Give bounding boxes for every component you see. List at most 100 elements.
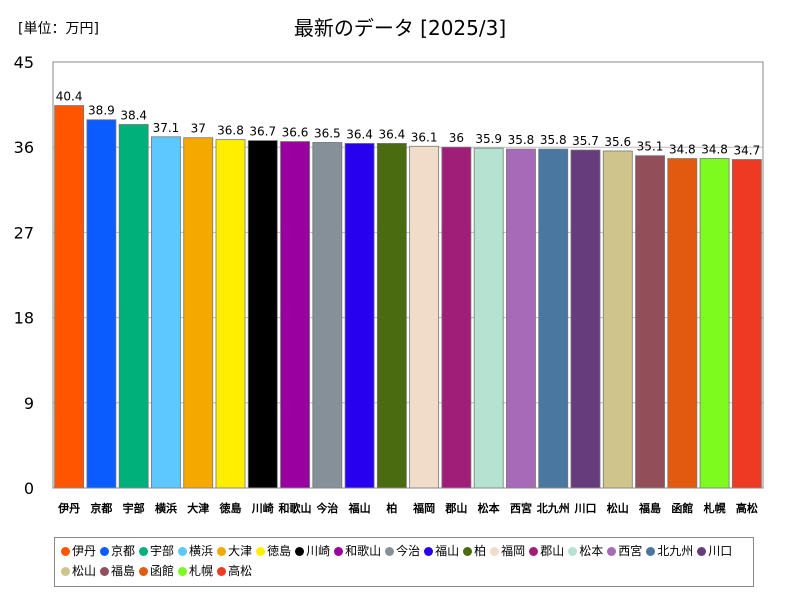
bar bbox=[667, 158, 698, 489]
x-tick-label: 伊丹 bbox=[57, 501, 80, 515]
legend-label: 大津 bbox=[228, 544, 253, 558]
bar bbox=[376, 143, 407, 489]
y-tick-label: 9 bbox=[24, 394, 34, 413]
legend-item: 函館 bbox=[139, 561, 174, 581]
legend-item: 川崎 bbox=[295, 541, 330, 561]
legend-swatch bbox=[385, 547, 395, 556]
x-tick-label: 川崎 bbox=[251, 501, 274, 515]
data-label: 36 bbox=[449, 131, 464, 145]
legend-item: 郡山 bbox=[529, 541, 564, 561]
legend-label: 北九州 bbox=[657, 544, 694, 558]
legend-swatch bbox=[178, 567, 188, 576]
legend-swatch bbox=[217, 547, 227, 556]
data-label: 35.9 bbox=[475, 132, 502, 146]
bar bbox=[635, 155, 665, 489]
legend-label: 宇部 bbox=[150, 544, 175, 558]
x-tick-label: 高松 bbox=[736, 501, 758, 515]
legend-swatch bbox=[334, 547, 344, 556]
legend-item: 和歌山 bbox=[334, 541, 381, 561]
bar bbox=[699, 158, 730, 489]
legend-swatch bbox=[529, 547, 539, 556]
bar bbox=[54, 105, 85, 489]
legend-item: 北九州 bbox=[646, 541, 693, 561]
data-label: 35.6 bbox=[604, 135, 631, 149]
bar bbox=[473, 147, 504, 489]
legend-item: 伊丹 bbox=[61, 541, 96, 561]
legend-item: 福岡 bbox=[490, 541, 525, 561]
data-label: 34.8 bbox=[669, 143, 696, 157]
y-tick-label: 27 bbox=[14, 223, 34, 242]
legend-swatch bbox=[178, 547, 188, 556]
legend-label: 柏 bbox=[474, 544, 487, 558]
x-axis-ticks: 伊丹 京都 宇部 横浜 大津 徳島 川崎 和歌山 今治 福山 柏 福岡 郡山 松本 西宮 北九州 川口 松山 福島函… bbox=[57, 501, 758, 515]
legend-swatch bbox=[646, 547, 656, 556]
legend-item: 札幌 bbox=[178, 561, 213, 581]
x-tick-label: 和歌山 bbox=[279, 501, 312, 515]
legend-item: 京都 bbox=[100, 541, 135, 561]
data-label: 35.8 bbox=[508, 133, 535, 147]
bar bbox=[344, 143, 375, 489]
bar bbox=[312, 142, 343, 489]
legend-swatch bbox=[568, 547, 578, 556]
legend-item: 横浜 bbox=[178, 541, 213, 561]
chart-title: 最新のデータ [2025/3] bbox=[293, 16, 507, 40]
data-label: 34.7 bbox=[734, 144, 761, 158]
legend-label: 西宮 bbox=[618, 544, 643, 558]
data-label: 35.7 bbox=[572, 134, 599, 148]
x-tick-label: 大津 bbox=[187, 501, 209, 515]
bar bbox=[183, 137, 214, 489]
plot-frame bbox=[52, 61, 764, 489]
legend-label: 徳島 bbox=[267, 544, 292, 558]
data-label: 36.4 bbox=[346, 127, 373, 141]
legend-item: 松本 bbox=[568, 541, 603, 561]
legend-swatch bbox=[607, 547, 617, 556]
legend-swatch bbox=[490, 547, 500, 556]
legend-swatch bbox=[61, 567, 70, 576]
legend-swatch bbox=[217, 567, 227, 576]
x-tick-label: 郡山 bbox=[444, 501, 467, 515]
data-label: 36.1 bbox=[411, 130, 438, 144]
legend-swatch bbox=[697, 547, 707, 556]
bar bbox=[247, 140, 278, 489]
legend-label: 伊丹 bbox=[72, 544, 97, 558]
data-label: 34.8 bbox=[701, 143, 728, 157]
legend-item: 福島 bbox=[100, 561, 135, 581]
legend-label: 函館 bbox=[150, 564, 175, 578]
legend-item: 柏 bbox=[463, 541, 486, 561]
bar bbox=[118, 124, 149, 489]
x-tick-label: 川口 bbox=[574, 502, 597, 515]
legend-swatch bbox=[139, 567, 149, 576]
x-tick-label: 徳島 bbox=[219, 501, 242, 515]
x-tick-label: 福山 bbox=[348, 501, 371, 515]
x-tick-label: 京都 bbox=[90, 501, 112, 515]
data-label: 38.4 bbox=[120, 108, 147, 122]
legend-swatch bbox=[100, 547, 110, 556]
bars bbox=[54, 105, 762, 489]
bar bbox=[409, 145, 440, 489]
data-label: 37 bbox=[191, 122, 206, 136]
data-label: 36.6 bbox=[282, 126, 309, 140]
legend-label: 福島 bbox=[111, 564, 136, 578]
legend-item: 徳島 bbox=[256, 541, 291, 561]
legend-swatch bbox=[256, 547, 266, 556]
legend-item: 松山 bbox=[61, 561, 96, 581]
legend-label: 京都 bbox=[111, 544, 136, 558]
bar bbox=[731, 159, 762, 489]
legend-label: 今治 bbox=[396, 544, 421, 558]
data-label: 40.4 bbox=[56, 90, 83, 104]
unit-label: [単位：万円] bbox=[18, 21, 99, 37]
legend-item: 宇部 bbox=[139, 541, 174, 561]
legend-item: 川口 bbox=[697, 541, 732, 561]
x-tick-label: 北九州 bbox=[537, 501, 570, 515]
data-label: 37.1 bbox=[153, 121, 180, 135]
legend-label: 松本 bbox=[579, 544, 604, 558]
legend-swatch bbox=[100, 567, 110, 576]
bar bbox=[86, 119, 117, 489]
bar-chart: 0 9 18 27 36 45 伊丹 京都 宇部 横浜 大津 徳島 川崎 和歌山 今治 福山 柏 福岡 郡山 松本西… bbox=[14, 53, 764, 515]
legend-item: 福山 bbox=[424, 541, 459, 561]
bar bbox=[538, 148, 569, 489]
legend: 伊丹 京都 宇部 横浜 大津 徳島 川崎 和歌山 今治 福山 柏福岡 郡山 松本 西宮 北九州 川口松山 福島函… bbox=[54, 537, 754, 587]
legend-label: 川口 bbox=[708, 544, 733, 558]
legend-label: 松山 bbox=[72, 564, 97, 578]
legend-item: 西宮 bbox=[607, 541, 642, 561]
